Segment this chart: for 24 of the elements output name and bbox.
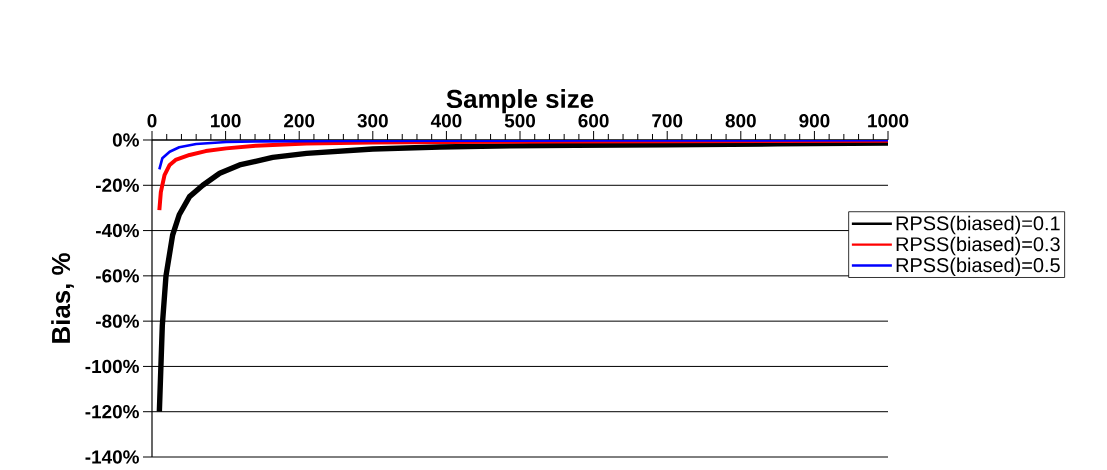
- x-tick-label: 0: [147, 114, 157, 128]
- x-tick-label: 800: [725, 114, 756, 128]
- y-axis-title: Bias, %: [51, 253, 74, 343]
- y-tick-label: 0%: [112, 133, 139, 147]
- x-tick-label: 700: [652, 114, 683, 128]
- y-tick-label: -120%: [85, 405, 139, 419]
- x-tick-label: 500: [504, 114, 536, 128]
- legend-label: RPSS(biased)=0.3: [896, 236, 1060, 256]
- y-tick-label: -140%: [85, 450, 139, 464]
- legend-label: RPSS(biased)=0.1: [896, 215, 1060, 235]
- x-axis-title: Sample size: [446, 89, 594, 114]
- y-tick-label: -80%: [96, 314, 139, 328]
- x-tick-label: 400: [430, 114, 462, 128]
- legend-label: RPSS(biased)=0.5: [896, 257, 1060, 277]
- y-tick-label: -100%: [85, 359, 139, 374]
- y-tick-label: -60%: [96, 269, 139, 283]
- x-tick-label: 600: [578, 114, 609, 128]
- x-tick-label: 900: [799, 114, 830, 128]
- y-tick-label: -40%: [96, 223, 139, 238]
- x-tick-label: 300: [357, 114, 388, 128]
- x-tick-label: 200: [284, 114, 315, 128]
- y-tick-label: -20%: [96, 178, 139, 192]
- x-tick-label: 100: [211, 114, 241, 128]
- x-tick-label: 1000: [868, 114, 909, 128]
